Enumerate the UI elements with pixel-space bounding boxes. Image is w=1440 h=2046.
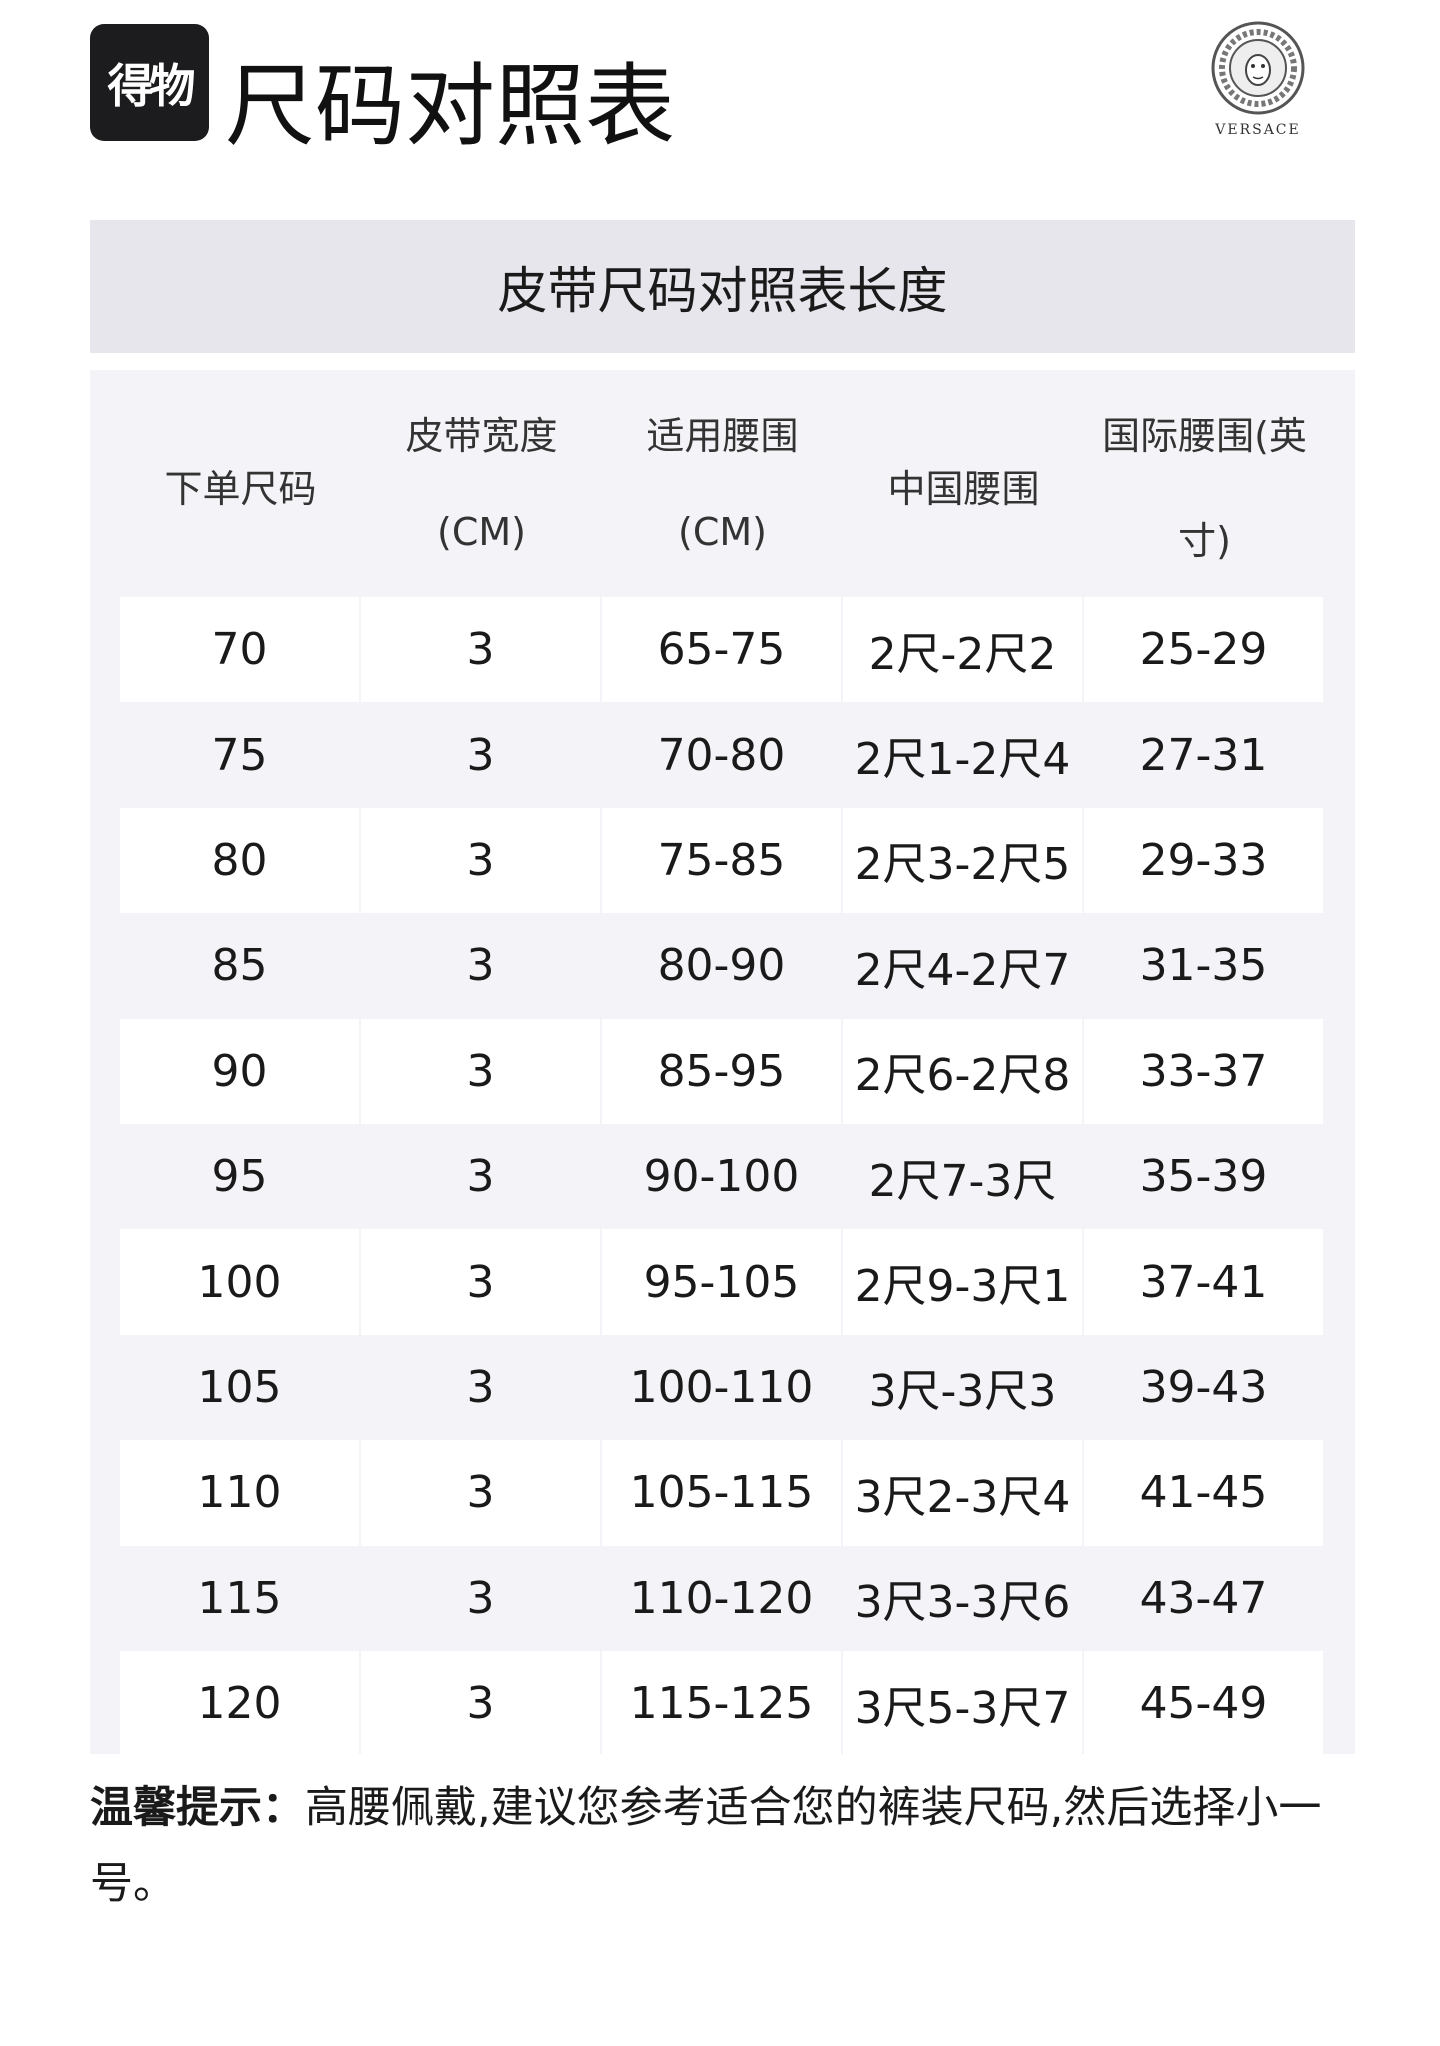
table-cell: 75-85 (602, 807, 841, 914)
table-row: 115 3 110-120 3尺3-3尺6 43-47 (120, 1546, 1325, 1651)
table-cell: 3 (466, 729, 495, 781)
table-row: 95 3 90-100 2尺7-3尺 35-39 (120, 1124, 1325, 1229)
table-cell: 120 (120, 1650, 359, 1757)
page-title: 尺码对照表 (225, 54, 675, 159)
column-header: 国际腰围(英 寸) (1084, 400, 1325, 580)
table-cell: 3 (361, 1229, 600, 1335)
versace-logo: VERSACE (1200, 20, 1316, 138)
table-cell: 3 (466, 940, 495, 992)
tip-text: 高腰佩戴,建议您参考适合您的裤装尺码,然后选择小一号。 (90, 1783, 1322, 1909)
table-cell: 2尺7-3尺 (868, 1155, 1057, 1207)
table-row: 75 3 70-80 2尺1-2尺4 27-31 (120, 702, 1325, 807)
table-cell: 90-100 (643, 1151, 800, 1203)
table-cell: 2尺9-3尺1 (843, 1229, 1082, 1335)
table-cell: 2尺1-2尺4 (854, 734, 1071, 786)
table-cell: 27-31 (1139, 729, 1268, 781)
table-cell: 45-49 (1084, 1650, 1323, 1757)
table-row: 70 3 65-75 2尺-2尺2 25-29 (120, 597, 1325, 703)
table-cell: 3尺5-3尺7 (843, 1650, 1082, 1757)
table-cell: 31-35 (1139, 940, 1268, 992)
column-header: 皮带宽度 (CM) (361, 400, 602, 580)
table-row: 85 3 80-90 2尺4-2尺7 31-35 (120, 913, 1325, 1018)
table-row: 100 3 95-105 2尺9-3尺1 37-41 (120, 1229, 1325, 1335)
table-cell: 3尺2-3尺4 (843, 1440, 1082, 1546)
table-cell: 95 (211, 1151, 268, 1203)
table-title-banner: 皮带尺码对照表长度 (90, 220, 1355, 353)
table-cell: 3 (361, 1650, 600, 1757)
column-header: 适用腰围 (CM) (602, 400, 843, 580)
table-cell: 3 (361, 597, 600, 703)
table-cell: 85 (211, 940, 268, 992)
table-body: 70 3 65-75 2尺-2尺2 25-29 75 3 70-80 2尺1-2尺4 27-31 8… (120, 597, 1325, 1757)
table-cell: 2尺3-2尺5 (843, 807, 1082, 914)
table-cell: 3尺-3尺3 (868, 1366, 1057, 1418)
table-cell: 100 (120, 1229, 359, 1335)
table-cell: 115 (197, 1572, 282, 1624)
table-cell: 37-41 (1084, 1229, 1323, 1335)
table-cell: 95-105 (602, 1229, 841, 1335)
table-cell: 70 (120, 597, 359, 703)
table-cell: 85-95 (602, 1018, 841, 1124)
table-cell: 2尺6-2尺8 (843, 1018, 1082, 1124)
column-header-text: (CM) (678, 510, 767, 554)
table-cell: 115-125 (602, 1650, 841, 1757)
table-cell: 41-45 (1084, 1440, 1323, 1546)
column-header-text: 中国腰围 (887, 467, 1040, 511)
table-cell: 43-47 (1139, 1572, 1268, 1624)
table-cell: 3尺3-3尺6 (854, 1577, 1071, 1629)
table-title: 皮带尺码对照表长度 (497, 261, 948, 320)
column-header-text: 皮带宽度 (405, 414, 558, 458)
table-cell: 100-110 (629, 1361, 814, 1413)
column-header-text: 国际腰围(英 (1102, 414, 1307, 458)
table-row: 120 3 115-125 3尺5-3尺7 45-49 (120, 1650, 1325, 1757)
size-table: 下单尺码 皮带宽度 (CM) 适用腰围 (CM) 中国腰围 国际腰围(英 寸) 70 3 65-7… (90, 370, 1355, 1757)
column-header-text: 寸) (1178, 519, 1231, 563)
medusa-icon (1211, 21, 1305, 115)
table-cell: 3 (361, 807, 600, 914)
brand-name: VERSACE (1215, 122, 1301, 138)
column-header-text: 下单尺码 (164, 467, 317, 511)
table-cell: 3 (466, 1361, 495, 1413)
tip-note: 温馨提示：高腰佩戴,建议您参考适合您的裤装尺码,然后选择小一号。 (90, 1770, 1360, 1922)
table-cell: 29-33 (1084, 807, 1323, 914)
table-cell: 75 (211, 729, 268, 781)
column-header-text: (CM) (437, 510, 526, 554)
table-cell: 33-37 (1084, 1018, 1323, 1124)
table-cell: 39-43 (1139, 1361, 1268, 1413)
table-cell: 25-29 (1084, 597, 1323, 703)
table-cell: 3 (361, 1018, 600, 1124)
dewu-logo: 得物 (90, 24, 209, 141)
table-row: 90 3 85-95 2尺6-2尺8 33-37 (120, 1018, 1325, 1124)
table-cell: 3 (361, 1440, 600, 1546)
table-cell: 105 (197, 1361, 282, 1413)
column-header: 中国腰围 (843, 400, 1084, 580)
table-cell: 90 (120, 1018, 359, 1124)
table-cell: 3 (466, 1151, 495, 1203)
table-cell: 3 (466, 1572, 495, 1624)
tip-label: 温馨提示： (90, 1783, 305, 1833)
table-cell: 70-80 (657, 729, 786, 781)
table-row: 105 3 100-110 3尺-3尺3 39-43 (120, 1335, 1325, 1440)
table-cell: 2尺4-2尺7 (854, 944, 1071, 996)
table-cell: 105-115 (602, 1440, 841, 1546)
table-row: 110 3 105-115 3尺2-3尺4 41-45 (120, 1440, 1325, 1546)
table-cell: 35-39 (1139, 1151, 1268, 1203)
table-row: 80 3 75-85 2尺3-2尺5 29-33 (120, 807, 1325, 914)
table-header: 下单尺码 皮带宽度 (CM) 适用腰围 (CM) 中国腰围 国际腰围(英 寸) (120, 400, 1325, 580)
table-cell: 2尺-2尺2 (843, 597, 1082, 703)
table-cell: 110 (120, 1440, 359, 1546)
table-cell: 65-75 (602, 597, 841, 703)
table-cell: 110-120 (629, 1572, 814, 1624)
column-header: 下单尺码 (120, 400, 361, 580)
table-cell: 80 (120, 807, 359, 914)
table-cell: 80-90 (657, 940, 786, 992)
column-header-text: 适用腰围 (646, 414, 799, 458)
